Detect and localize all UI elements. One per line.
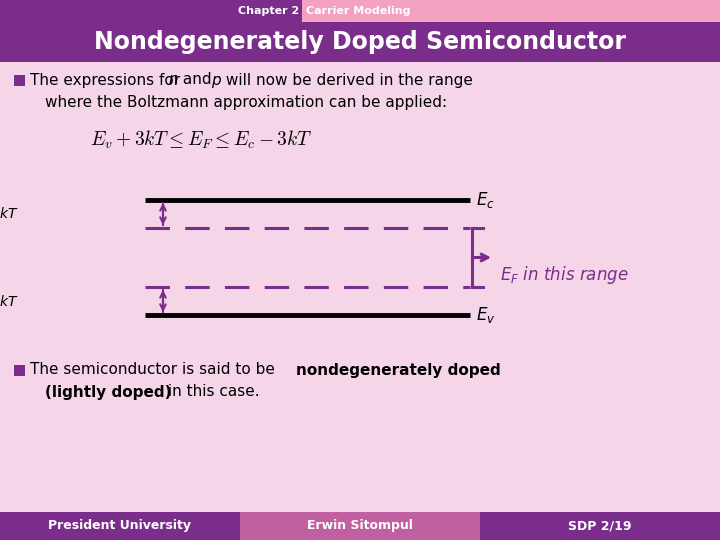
FancyBboxPatch shape [240,512,480,540]
Text: 3$kT$: 3$kT$ [0,294,19,308]
Text: The semiconductor is said to be: The semiconductor is said to be [30,362,280,377]
FancyBboxPatch shape [14,75,25,85]
Text: nondegenerately doped: nondegenerately doped [296,362,500,377]
Text: in this case.: in this case. [163,384,260,400]
Text: Carrier Modeling: Carrier Modeling [306,6,410,16]
Text: $E_v + 3kT \leq E_F \leq E_c - 3kT$: $E_v + 3kT \leq E_F \leq E_c - 3kT$ [90,129,312,151]
Text: where the Boltzmann approximation can be applied:: where the Boltzmann approximation can be… [45,94,447,110]
FancyBboxPatch shape [14,364,25,375]
Text: The expressions for: The expressions for [30,72,185,87]
Text: Chapter 2: Chapter 2 [238,6,299,16]
Text: President University: President University [48,519,192,532]
Text: p: p [211,72,220,87]
Text: will now be derived in the range: will now be derived in the range [221,72,473,87]
FancyBboxPatch shape [0,22,720,62]
Text: Erwin Sitompul: Erwin Sitompul [307,519,413,532]
Text: $E_c$: $E_c$ [476,190,495,210]
Text: SDP 2/19: SDP 2/19 [568,519,631,532]
Text: n: n [168,72,178,87]
Text: and: and [178,72,217,87]
FancyBboxPatch shape [0,62,720,512]
Text: Nondegenerately Doped Semiconductor: Nondegenerately Doped Semiconductor [94,30,626,54]
Text: $E_F$ in this range: $E_F$ in this range [500,265,629,287]
FancyBboxPatch shape [0,512,240,540]
Text: $E_v$: $E_v$ [476,305,495,325]
Text: (lightly doped): (lightly doped) [45,384,171,400]
FancyBboxPatch shape [302,0,720,22]
FancyBboxPatch shape [480,512,720,540]
FancyBboxPatch shape [0,0,302,22]
Text: 3$kT$: 3$kT$ [0,206,19,221]
